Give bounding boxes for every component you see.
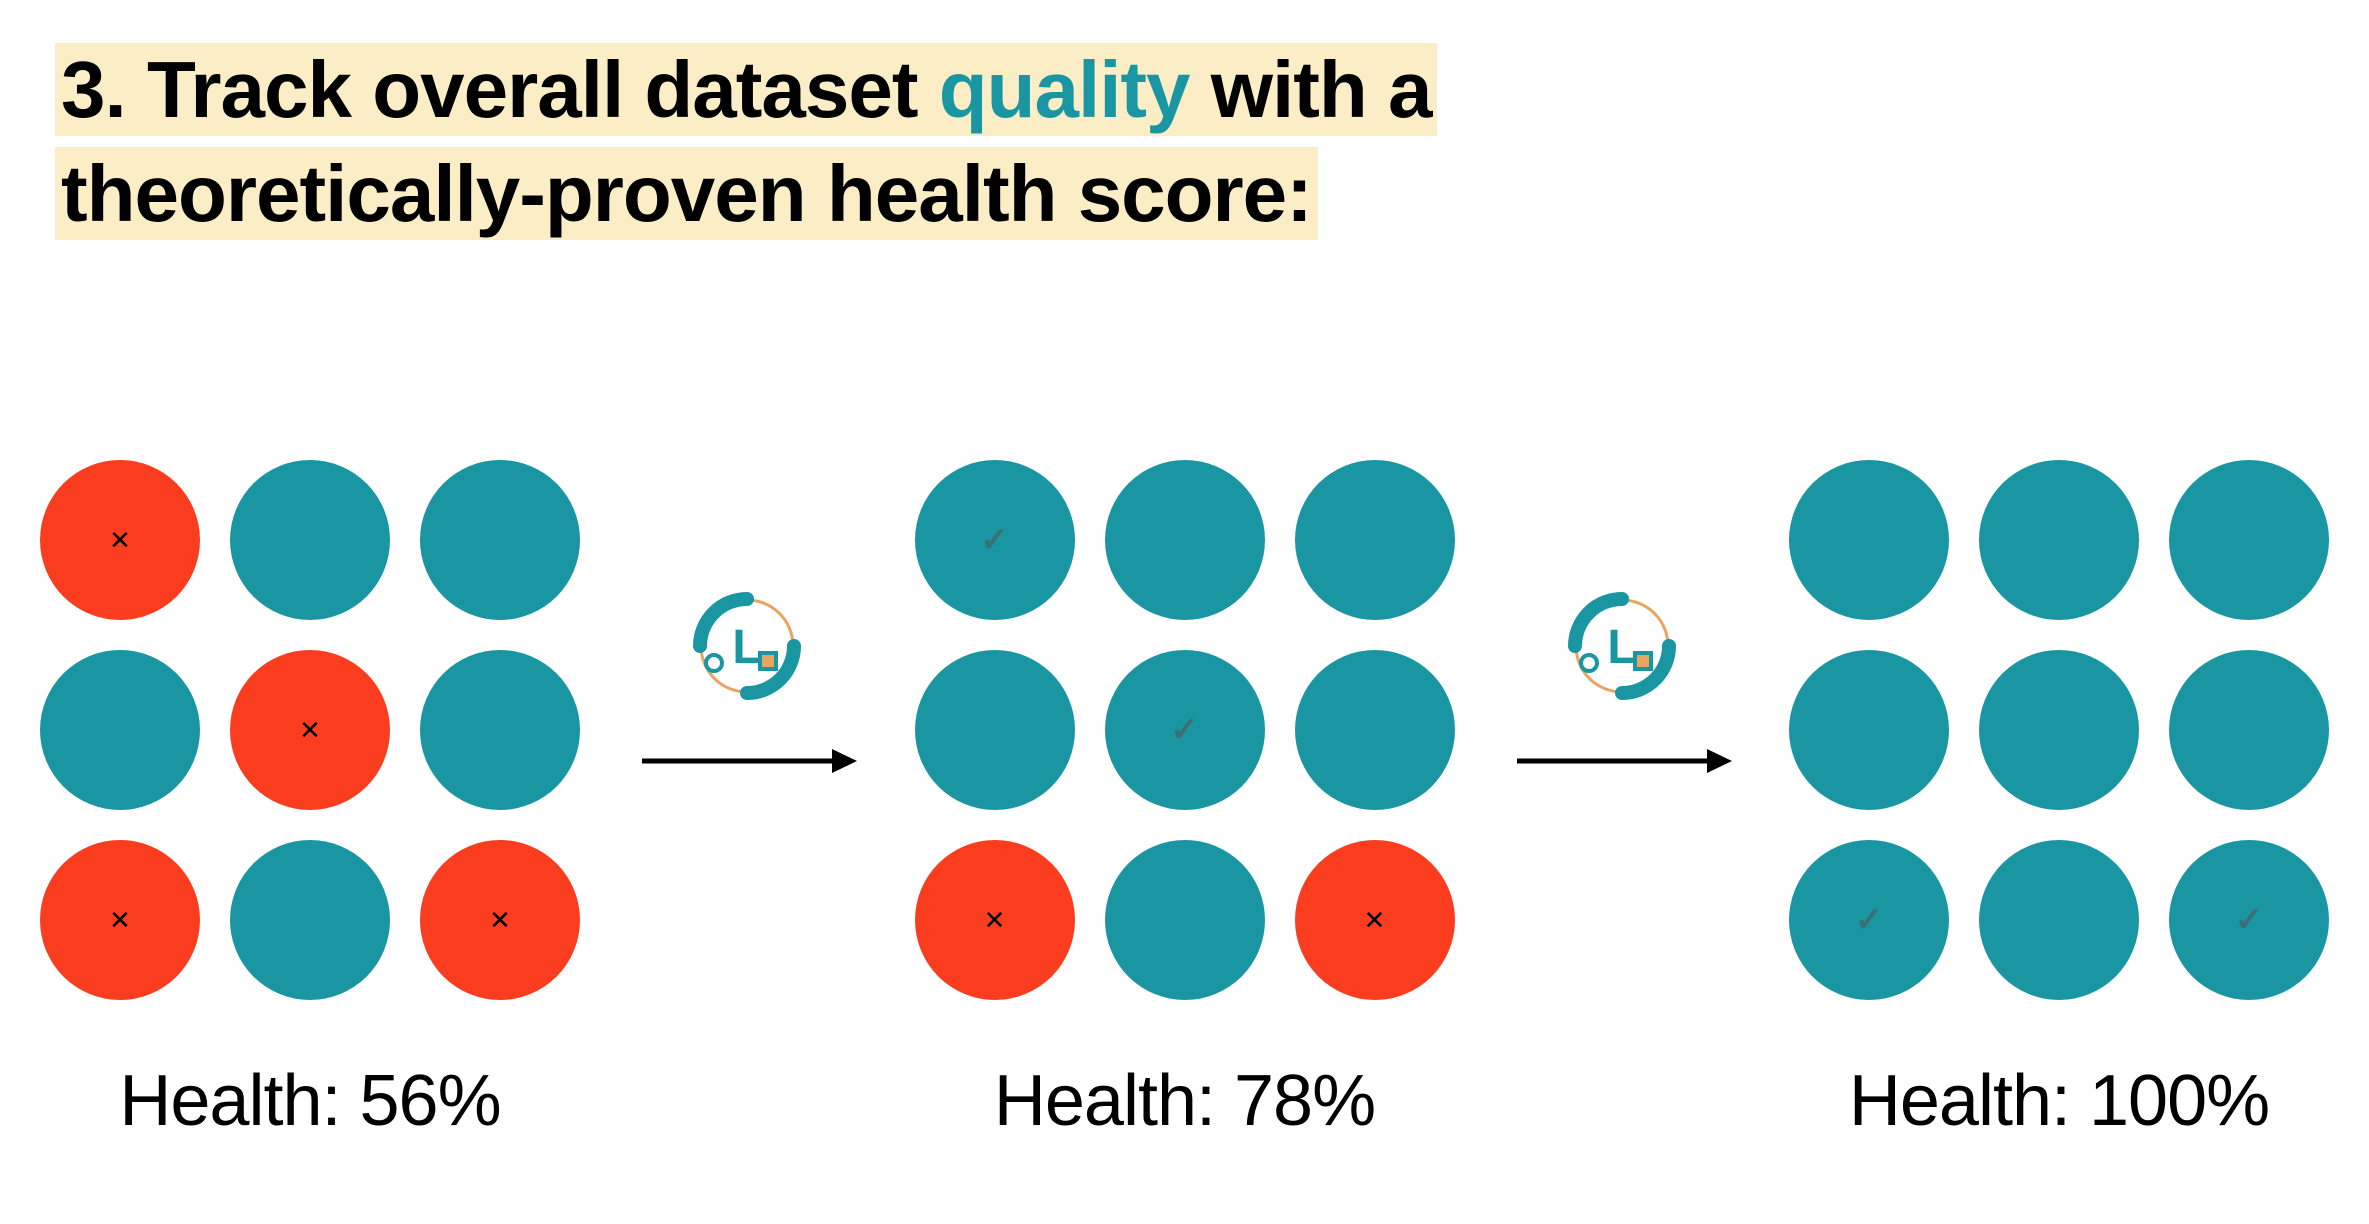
diagram-content: ✕✕✕✕ Health: 56% L ✓✓✕✕ Health: 78% — [40, 460, 2329, 1142]
data-dot: ✓ — [1789, 840, 1949, 1000]
data-dot — [1105, 840, 1265, 1000]
data-dot — [230, 460, 390, 620]
heading-prefix: 3. Track overall dataset — [61, 45, 939, 134]
check-mark-icon: ✓ — [1855, 900, 1884, 940]
data-dot — [1979, 840, 2139, 1000]
heading-accent: quality — [939, 45, 1190, 134]
dot-grid-1: ✓ ✓ ✕ ✕ — [915, 460, 1455, 1000]
check-mark-icon: ✓ — [2235, 900, 2264, 940]
data-dot: ✓ — [2169, 840, 2329, 1000]
data-dot — [1979, 460, 2139, 620]
check-mark-icon: ✓ — [1170, 710, 1199, 750]
data-dot: ✓ — [915, 460, 1075, 620]
heading-line2: theoretically-proven health score: — [55, 147, 1318, 240]
grid-block-2: ✓✓ Health: 100% — [1789, 460, 2329, 1142]
arrow-icon — [637, 731, 857, 791]
x-mark-icon: ✕ — [299, 715, 321, 746]
x-mark-icon: ✕ — [1364, 905, 1386, 936]
score-label-0: Health: 56% — [119, 1060, 500, 1142]
svg-text:L: L — [1607, 621, 1636, 674]
data-dot — [420, 650, 580, 810]
data-dot: ✕ — [1295, 840, 1455, 1000]
data-dot — [230, 840, 390, 1000]
data-dot — [1979, 650, 2139, 810]
data-dot: ✕ — [40, 840, 200, 1000]
grid-block-1: ✓ ✓ ✕ ✕ Health: 78% — [915, 460, 1455, 1142]
data-dot — [40, 650, 200, 810]
transition-arrow-1: L — [1512, 661, 1732, 861]
logo-icon: L — [1567, 591, 1677, 701]
transition-arrow-0: L — [637, 661, 857, 861]
data-dot: ✓ — [1105, 650, 1265, 810]
data-dot — [420, 460, 580, 620]
data-dot — [1789, 650, 1949, 810]
heading-middle: with a — [1190, 45, 1432, 134]
data-dot — [1789, 460, 1949, 620]
data-dot: ✕ — [915, 840, 1075, 1000]
page-heading: 3. Track overall dataset quality with a … — [55, 38, 1437, 246]
grid-block-0: ✕ ✕ ✕ ✕ Health: 56% — [40, 460, 580, 1142]
data-dot — [1105, 460, 1265, 620]
data-dot — [2169, 460, 2329, 620]
arrow-icon — [1512, 731, 1732, 791]
data-dot: ✕ — [230, 650, 390, 810]
check-mark-icon: ✓ — [980, 520, 1009, 560]
data-dot — [1295, 460, 1455, 620]
x-mark-icon: ✕ — [109, 525, 131, 556]
x-mark-icon: ✕ — [984, 905, 1006, 936]
score-label-2: Health: 100% — [1849, 1060, 2269, 1142]
data-dot — [915, 650, 1075, 810]
x-mark-icon: ✕ — [489, 905, 511, 936]
data-dot: ✕ — [40, 460, 200, 620]
data-dot — [2169, 650, 2329, 810]
score-label-1: Health: 78% — [994, 1060, 1375, 1142]
dot-grid-0: ✕ ✕ ✕ ✕ — [40, 460, 580, 1000]
data-dot — [1295, 650, 1455, 810]
svg-text:L: L — [733, 621, 762, 674]
dot-grid-2: ✓✓ — [1789, 460, 2329, 1000]
logo-icon: L — [692, 591, 802, 701]
data-dot: ✕ — [420, 840, 580, 1000]
x-mark-icon: ✕ — [109, 905, 131, 936]
